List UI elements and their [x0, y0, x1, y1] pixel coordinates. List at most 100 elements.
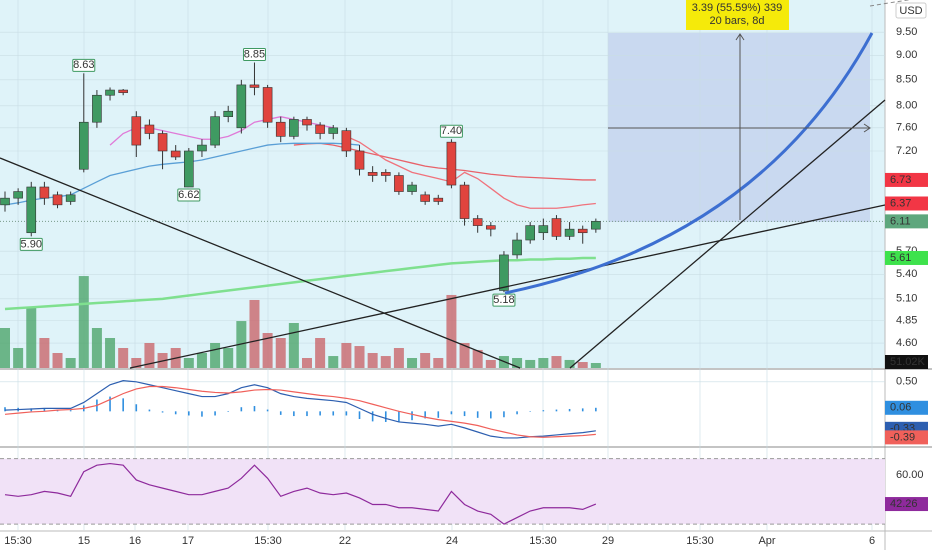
volume-bar — [577, 362, 588, 368]
candle-body — [197, 144, 207, 152]
volume-bar — [301, 358, 312, 368]
candle-body — [131, 116, 142, 146]
volume-bar — [223, 348, 234, 368]
volume-bar — [275, 338, 286, 368]
macd-histogram-bar — [490, 411, 492, 419]
x-tick-label: 15:30 — [254, 535, 282, 547]
macd-histogram-bar — [122, 398, 124, 412]
price-tag-label: 0.06 — [890, 402, 911, 414]
price-tag — [885, 355, 928, 369]
candle-body — [341, 130, 352, 152]
x-tick-label: 6 — [869, 535, 875, 547]
price-tag-label: 51.02K — [890, 356, 926, 368]
currency-label[interactable]: USD — [899, 5, 922, 17]
macd-histogram-bar — [529, 411, 531, 412]
volume-bar — [393, 348, 404, 368]
macd-histogram-bar — [345, 411, 348, 416]
macd-histogram-bar — [306, 411, 308, 417]
x-tick-label: 16 — [129, 535, 141, 547]
macd-histogram-bar — [174, 411, 177, 415]
volume-bar — [13, 348, 24, 368]
price-label-box — [492, 293, 516, 307]
macd-histogram-bar — [188, 411, 190, 416]
x-tick-label: 15:30 — [4, 535, 32, 547]
measure-label: 3.39 (55.59%) 339 — [692, 2, 783, 14]
rsi-line — [4, 462, 597, 525]
volume-bar — [249, 299, 260, 368]
price-tag-label: 6.73 — [890, 174, 911, 186]
price-label: 5.90 — [21, 238, 42, 250]
price-label: 8.63 — [73, 59, 94, 71]
arrow-head — [735, 33, 745, 41]
volume-bar — [564, 359, 575, 368]
y-tick-label: 5.10 — [896, 293, 917, 305]
candle-body — [105, 89, 115, 96]
volume-bar — [262, 333, 273, 368]
x-tick-label: 22 — [339, 535, 351, 547]
macd-histogram-bar — [463, 411, 466, 417]
arrow-head — [863, 123, 871, 133]
projection-curve — [504, 32, 874, 295]
marks-layer: 5.90 8.63 6.62 8.85 7.40 5.18 — [0, 48, 601, 525]
y-tick-label: 8.50 — [896, 74, 917, 86]
macd-histogram-bar — [371, 411, 374, 422]
volume-bar — [78, 276, 89, 368]
dashed-line — [869, 0, 911, 7]
volume-bar — [315, 338, 326, 368]
macd-histogram-bar — [542, 410, 545, 412]
candle-body — [262, 87, 273, 123]
x-tick-label: 15 — [78, 535, 90, 547]
candle-body — [302, 119, 312, 126]
y-tick-label: 8.00 — [896, 100, 917, 112]
price-tag — [885, 497, 928, 512]
price-label: 7.40 — [441, 125, 462, 137]
drawings — [0, 0, 911, 369]
candle-body — [472, 218, 483, 226]
volume-bar — [420, 353, 431, 368]
candle-body — [184, 150, 194, 188]
candle-body — [328, 127, 339, 134]
trend-line — [129, 204, 886, 369]
macd-histogram-bar — [214, 411, 216, 416]
macd-line — [4, 385, 596, 438]
macd-histogram-bar — [30, 408, 33, 412]
macd-histogram-bar — [227, 411, 230, 412]
candle-body — [538, 225, 549, 234]
candle-body — [486, 225, 496, 230]
price-label-box — [19, 237, 43, 251]
y-tick-label: 7.60 — [896, 122, 917, 134]
y-tick-label: 60.00 — [896, 469, 924, 481]
candle-body — [157, 133, 168, 152]
x-tick-label: 29 — [602, 535, 614, 547]
y-tick-label: 5.40 — [896, 268, 917, 280]
volume-bar — [380, 356, 391, 368]
price-tag-label: -0.39 — [890, 431, 915, 443]
volume-bar — [65, 358, 76, 368]
macd-histogram-bar — [476, 411, 479, 418]
volume-bar — [590, 362, 601, 368]
volume-bar — [446, 294, 457, 368]
price-tag — [885, 400, 928, 415]
price-label-box — [177, 188, 201, 202]
price-tag — [885, 250, 928, 265]
macd-histogram-bar — [568, 408, 571, 412]
candle-body — [525, 225, 536, 241]
currency-button[interactable] — [895, 2, 927, 19]
macd-histogram-bar — [135, 404, 138, 412]
candle-body — [512, 239, 522, 256]
price-label-box — [72, 58, 96, 72]
volume-bar — [341, 343, 352, 368]
macd-histogram-bar — [516, 411, 518, 415]
candle-body — [78, 121, 89, 170]
moving-average — [4, 256, 596, 311]
volume-bar — [551, 356, 562, 368]
candle-body — [118, 89, 128, 93]
trend-line — [569, 99, 886, 369]
volume-bar — [407, 358, 418, 368]
macd-histogram-bar — [148, 409, 151, 412]
macd-histogram-bar — [581, 408, 584, 412]
x-tick-label: 24 — [446, 535, 458, 547]
candle-body — [367, 172, 378, 176]
